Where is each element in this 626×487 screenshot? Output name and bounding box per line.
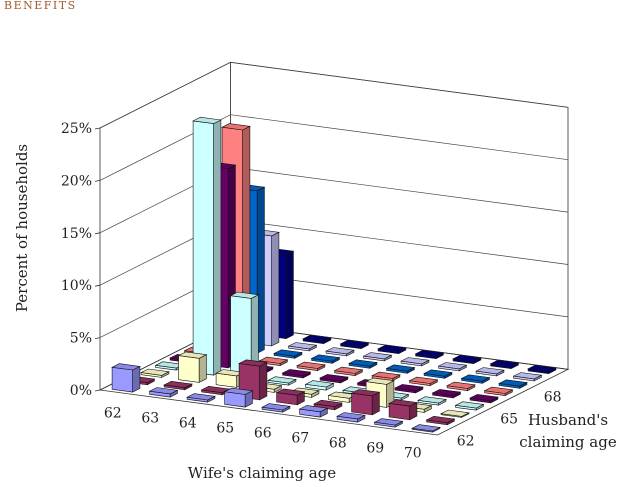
- tick-labels: 0% 5% 10% 15% 20% 25% 62 63 64 65 66 67 68 69 70 62 65 68: [61, 121, 562, 462]
- x-axis-label: Wife's claiming age: [188, 464, 337, 482]
- bar: [302, 334, 332, 345]
- z-tick-label: 68: [544, 390, 562, 406]
- bar: [425, 415, 456, 426]
- bar: [431, 389, 462, 399]
- x-tick-label: 63: [141, 411, 159, 427]
- z-tick-label: 62: [457, 433, 475, 449]
- bar: [163, 380, 193, 391]
- y-tick-label: 5%: [70, 331, 92, 347]
- bar: [469, 394, 499, 404]
- x-tick-label: 66: [254, 426, 272, 442]
- bar: [296, 361, 326, 372]
- bar: [261, 403, 291, 413]
- bar: [440, 409, 470, 418]
- y-tick-mark: [94, 337, 101, 339]
- bar: [140, 368, 170, 378]
- bar: [454, 401, 485, 411]
- y-tick-label: 0%: [70, 383, 92, 399]
- bar: [192, 116, 222, 376]
- bar: [475, 367, 505, 377]
- bar: [348, 359, 378, 369]
- y-tick-label: 15%: [61, 226, 92, 242]
- bar: [287, 342, 318, 352]
- bar: [177, 351, 208, 383]
- gridline: [99, 114, 569, 181]
- bar: [446, 381, 476, 392]
- x-tick-label: 70: [404, 446, 422, 462]
- floor-outline: [98, 323, 570, 436]
- bar: [377, 344, 407, 355]
- bar: [148, 387, 179, 398]
- x-tick-label: 62: [104, 406, 122, 422]
- bars: [111, 116, 557, 433]
- bar: [281, 369, 312, 379]
- bar: [400, 357, 430, 367]
- bar: [408, 376, 439, 387]
- chart-walls: [99, 61, 569, 391]
- y-tick-label: 20%: [61, 173, 92, 189]
- bar: [298, 405, 329, 418]
- bar: [489, 359, 520, 370]
- bar: [362, 352, 393, 362]
- bar: [325, 347, 355, 357]
- bar: [223, 387, 254, 408]
- section-header: BENEFITS: [4, 0, 77, 12]
- bar: [336, 412, 366, 423]
- x-tick-label: 68: [329, 436, 347, 452]
- bar: [267, 376, 297, 386]
- bar: [460, 374, 491, 384]
- bar: [111, 363, 141, 393]
- y-axis-label: Percent of households: [13, 144, 31, 312]
- bar: [319, 374, 349, 384]
- y-tick-mark: [94, 389, 101, 392]
- x-tick-label: 64: [179, 416, 197, 432]
- bar: [411, 424, 441, 433]
- z-axis-label-line1: Husband's: [528, 411, 608, 429]
- chart-floor: [98, 323, 570, 436]
- x-tick-label: 67: [291, 431, 309, 447]
- y-tick-mark: [94, 127, 101, 130]
- bar: [423, 369, 453, 379]
- bar: [371, 371, 401, 382]
- x-tick-label: 69: [366, 441, 384, 457]
- bar: [229, 291, 260, 381]
- bar: [273, 349, 303, 359]
- bar: [304, 380, 335, 391]
- bar: [373, 418, 404, 428]
- bar: [339, 339, 370, 350]
- z-tick-label: 65: [500, 411, 518, 427]
- y-tick-mark: [94, 232, 101, 235]
- bar: [275, 388, 306, 406]
- bar: [414, 349, 445, 360]
- bar: [333, 366, 364, 377]
- bar: [483, 386, 514, 397]
- bar: [417, 396, 447, 406]
- bar: [498, 379, 528, 389]
- y-tick-mark: [94, 180, 101, 182]
- bar: [186, 393, 216, 403]
- bar: [310, 354, 341, 364]
- bar: [527, 364, 557, 375]
- bar: [385, 364, 416, 374]
- bar: [452, 354, 482, 365]
- bar: [388, 399, 418, 421]
- bar: [394, 384, 424, 394]
- x-tick-label: 65: [216, 421, 234, 437]
- y-tick-label: 10%: [61, 278, 92, 294]
- gridline: [99, 61, 569, 129]
- y-tick-label: 25%: [61, 121, 92, 137]
- z-axis-label-line2: claiming age: [519, 433, 617, 451]
- y-tick-mark: [94, 284, 101, 287]
- bar: [512, 372, 543, 382]
- bar: [313, 399, 343, 411]
- bar: [350, 389, 381, 416]
- bar: [437, 362, 468, 372]
